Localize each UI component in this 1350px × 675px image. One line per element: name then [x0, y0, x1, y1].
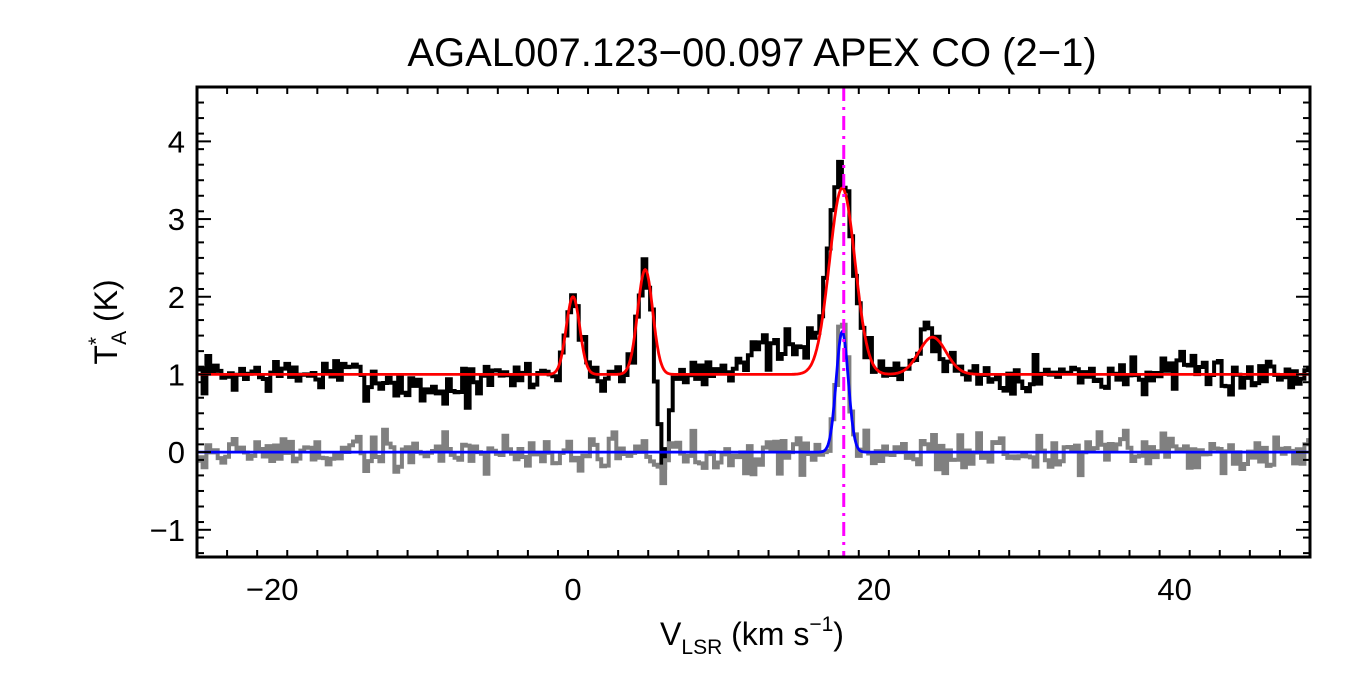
x-tick-label: −20 — [246, 572, 299, 607]
y-axis-label: T*A (K) — [85, 279, 131, 364]
x-axis-label: VLSR (km s−1) — [660, 613, 844, 659]
series-observed-spectrum — [197, 159, 1310, 470]
y-tick-label: 0 — [168, 435, 185, 470]
y-tick-label: −1 — [150, 513, 185, 548]
x-tick-label: 0 — [564, 572, 581, 607]
x-tick-label: 40 — [1157, 572, 1191, 607]
series-gaussian-fit-total- — [197, 186, 1310, 376]
plot-area — [197, 87, 1310, 557]
y-tick-label: 1 — [168, 357, 185, 392]
y-tick-label: 2 — [168, 280, 185, 315]
chart-title: AGAL007.123−00.097 APEX CO (2−1) — [407, 31, 1096, 75]
x-tick-label: 20 — [857, 572, 891, 607]
series-residual — [197, 322, 1310, 486]
y-tick-label: 4 — [168, 124, 185, 159]
y-tick-label: 3 — [168, 202, 185, 237]
axes: −20 0 20 40 −1 0 1 2 3 4 — [150, 85, 1312, 607]
data-group — [197, 159, 1310, 486]
plot-frame — [195, 85, 1312, 559]
series-gaussian-fit-component- — [197, 329, 1310, 454]
